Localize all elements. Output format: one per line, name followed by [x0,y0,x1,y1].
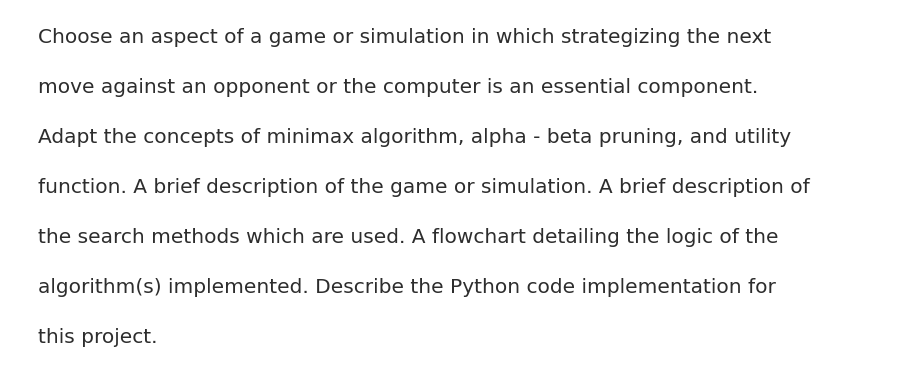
Text: function. A brief description of the game or simulation. A brief description of: function. A brief description of the gam… [38,178,810,197]
Text: algorithm(s) implemented. Describe the Python code implementation for: algorithm(s) implemented. Describe the P… [38,278,776,297]
Text: Adapt the concepts of minimax algorithm, alpha - beta pruning, and utility: Adapt the concepts of minimax algorithm,… [38,128,791,147]
Text: Choose an aspect of a game or simulation in which strategizing the next: Choose an aspect of a game or simulation… [38,28,771,47]
Text: this project.: this project. [38,328,157,347]
Text: the search methods which are used. A flowchart detailing the logic of the: the search methods which are used. A flo… [38,228,778,247]
Text: move against an opponent or the computer is an essential component.: move against an opponent or the computer… [38,78,758,97]
